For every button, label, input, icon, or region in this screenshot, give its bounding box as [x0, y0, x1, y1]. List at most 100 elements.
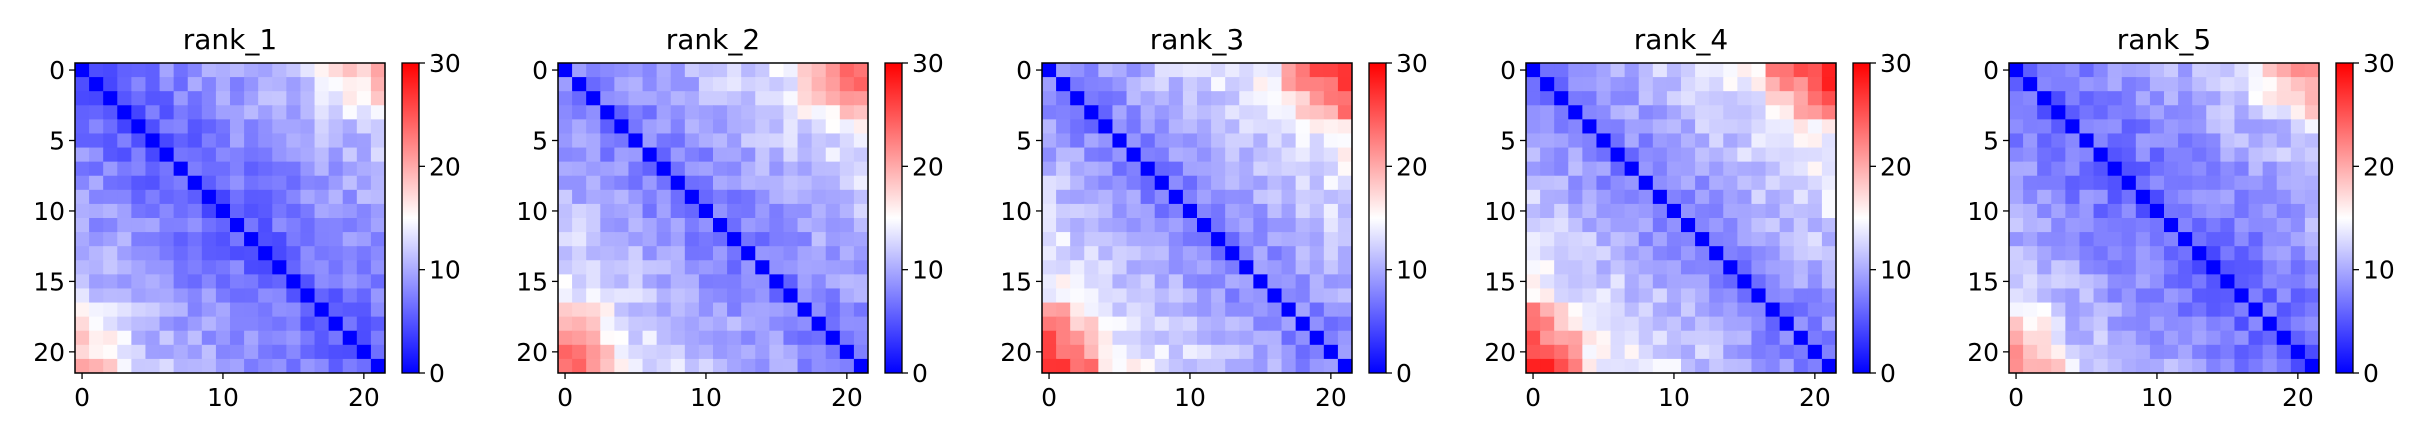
heatmap-cell: [272, 316, 287, 332]
heatmap-cell: [2234, 358, 2250, 374]
heatmap-cell: [1182, 288, 1198, 304]
heatmap-cell: [1765, 358, 1781, 374]
heatmap-cell: [342, 232, 358, 247]
heatmap-cell: [572, 133, 587, 149]
heatmap-cell: [1751, 189, 1767, 205]
heatmap-cell: [1225, 316, 1240, 332]
heatmap-cell: [300, 316, 316, 332]
heatmap-cell: [1723, 119, 1738, 134]
heatmap-cell: [131, 189, 146, 205]
heatmap-cell: [1239, 288, 1254, 304]
heatmap-cell: [839, 63, 855, 78]
heatmap-cell: [698, 119, 714, 134]
heatmap-cell: [2009, 161, 2024, 177]
heatmap-cell: [300, 105, 316, 120]
heatmap-cell: [75, 330, 90, 346]
heatmap-cell: [2262, 105, 2278, 120]
heatmap-cell: [1723, 274, 1738, 289]
heatmap-cell: [2192, 119, 2207, 134]
heatmap-cell: [300, 77, 316, 92]
heatmap-cell: [356, 133, 372, 149]
heatmap-cell: [230, 316, 245, 332]
heatmap-cell: [2290, 63, 2306, 78]
heatmap-cell: [356, 260, 372, 275]
heatmap-cell: [1723, 77, 1738, 92]
heatmap-cell: [1723, 288, 1738, 304]
heatmap-cell: [558, 63, 573, 78]
heatmap-cell: [1084, 147, 1099, 163]
heatmap-cell: [1295, 91, 1311, 106]
heatmap-cell: [1765, 91, 1781, 106]
heatmap-cell: [614, 218, 629, 233]
heatmap-cell: [145, 119, 161, 134]
heatmap-cell: [741, 232, 756, 247]
heatmap-cell: [614, 133, 629, 149]
heatmap-cell: [258, 232, 273, 247]
heatmap-cell: [356, 358, 372, 374]
heatmap-cell: [1568, 203, 1583, 219]
heatmap-cell: [2178, 260, 2193, 275]
heatmap-cell: [600, 77, 615, 92]
heatmap-cell: [1526, 77, 1541, 92]
heatmap-cell: [2121, 330, 2137, 346]
heatmap-cell: [2009, 218, 2024, 233]
heatmap-cell: [1042, 147, 1057, 163]
heatmap-cell: [131, 147, 146, 163]
heatmap-cell: [1779, 147, 1795, 163]
heatmap-cell: [117, 218, 132, 233]
heatmap-cell: [2051, 63, 2066, 78]
heatmap-cell: [2304, 274, 2320, 289]
heatmap-cell: [797, 218, 813, 233]
heatmap-cell: [2234, 175, 2250, 191]
heatmap-cell: [1168, 344, 1184, 360]
heatmap-cell: [586, 175, 601, 191]
heatmap-cell: [1751, 105, 1767, 120]
heatmap-cell: [1267, 288, 1283, 304]
heatmap-cell: [2037, 330, 2052, 346]
heatmap-cell: [215, 344, 231, 360]
heatmap-cell: [1098, 288, 1113, 304]
heatmap-cell: [811, 77, 827, 92]
heatmap-cell: [2248, 161, 2264, 177]
heatmap-cell: [727, 77, 742, 92]
heatmap-cell: [2079, 147, 2095, 163]
heatmap-cell: [2290, 203, 2306, 219]
heatmap-cell: [1596, 288, 1612, 304]
heatmap-cell: [1666, 147, 1682, 163]
heatmap-cell: [1624, 302, 1640, 318]
heatmap-cell: [628, 246, 644, 261]
heatmap-cell: [1281, 274, 1297, 289]
heatmap-cell: [1807, 316, 1823, 332]
heatmap-cell: [272, 330, 287, 346]
heatmap-cell: [1526, 316, 1541, 332]
heatmap-cell: [1821, 63, 1837, 78]
heatmap-cell: [2079, 119, 2095, 134]
heatmap-cell: [1295, 344, 1311, 360]
heatmap-cell: [811, 246, 827, 261]
heatmap-cell: [2135, 246, 2151, 261]
heatmap-cell: [1610, 288, 1626, 304]
heatmap-cell: [1666, 161, 1682, 177]
heatmap-cell: [328, 189, 344, 205]
heatmap-cell: [272, 344, 287, 360]
heatmap-cell: [656, 330, 672, 346]
heatmap-cell: [1709, 77, 1724, 92]
heatmap-cell: [1681, 288, 1696, 304]
heatmap-cell: [586, 203, 601, 219]
colorbar-tick-label: 10: [912, 256, 944, 285]
heatmap-cell: [1554, 105, 1569, 120]
heatmap-cell: [2248, 330, 2264, 346]
heatmap-cell: [1112, 63, 1128, 78]
heatmap-cell: [1596, 161, 1612, 177]
heatmap-cell: [131, 260, 146, 275]
heatmap-cell: [230, 91, 245, 106]
heatmap-cell: [2065, 133, 2080, 149]
heatmap-cell: [727, 358, 742, 374]
heatmap-cell: [1793, 133, 1809, 149]
heatmap-cell: [642, 189, 658, 205]
heatmap-cell: [1168, 260, 1184, 275]
heatmap-cell: [1154, 147, 1170, 163]
heatmap-cell: [1098, 63, 1113, 78]
heatmap-cell: [811, 203, 827, 219]
heatmap-cell: [1681, 161, 1696, 177]
